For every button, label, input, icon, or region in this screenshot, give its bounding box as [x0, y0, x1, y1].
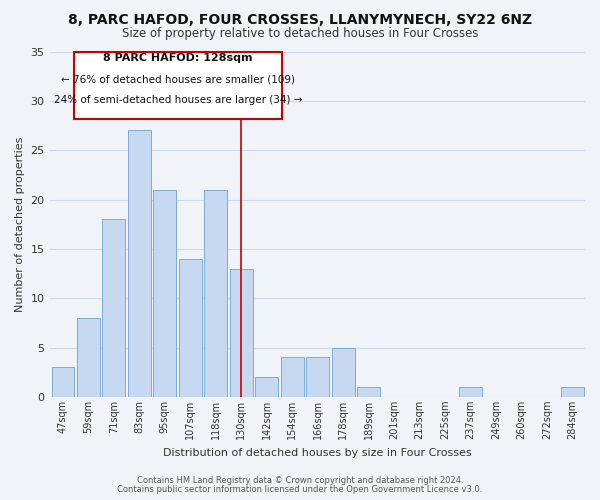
- Bar: [204, 190, 227, 397]
- Bar: [103, 220, 125, 397]
- Bar: [230, 268, 253, 397]
- Text: 24% of semi-detached houses are larger (34) →: 24% of semi-detached houses are larger (…: [54, 95, 302, 105]
- Bar: [128, 130, 151, 397]
- Y-axis label: Number of detached properties: Number of detached properties: [15, 136, 25, 312]
- Bar: [255, 377, 278, 397]
- FancyBboxPatch shape: [74, 52, 282, 118]
- Bar: [561, 387, 584, 397]
- Bar: [52, 368, 74, 397]
- Text: ← 76% of detached houses are smaller (109): ← 76% of detached houses are smaller (10…: [61, 74, 295, 84]
- Text: Contains HM Land Registry data © Crown copyright and database right 2024.: Contains HM Land Registry data © Crown c…: [137, 476, 463, 485]
- Text: 8 PARC HAFOD: 128sqm: 8 PARC HAFOD: 128sqm: [103, 54, 253, 64]
- Bar: [179, 258, 202, 397]
- Bar: [332, 348, 355, 397]
- Bar: [281, 358, 304, 397]
- Bar: [459, 387, 482, 397]
- Text: Contains public sector information licensed under the Open Government Licence v3: Contains public sector information licen…: [118, 485, 482, 494]
- Text: Size of property relative to detached houses in Four Crosses: Size of property relative to detached ho…: [122, 28, 478, 40]
- Text: 8, PARC HAFOD, FOUR CROSSES, LLANYMYNECH, SY22 6NZ: 8, PARC HAFOD, FOUR CROSSES, LLANYMYNECH…: [68, 12, 532, 26]
- Bar: [306, 358, 329, 397]
- Bar: [357, 387, 380, 397]
- X-axis label: Distribution of detached houses by size in Four Crosses: Distribution of detached houses by size …: [163, 448, 472, 458]
- Bar: [77, 318, 100, 397]
- Bar: [154, 190, 176, 397]
